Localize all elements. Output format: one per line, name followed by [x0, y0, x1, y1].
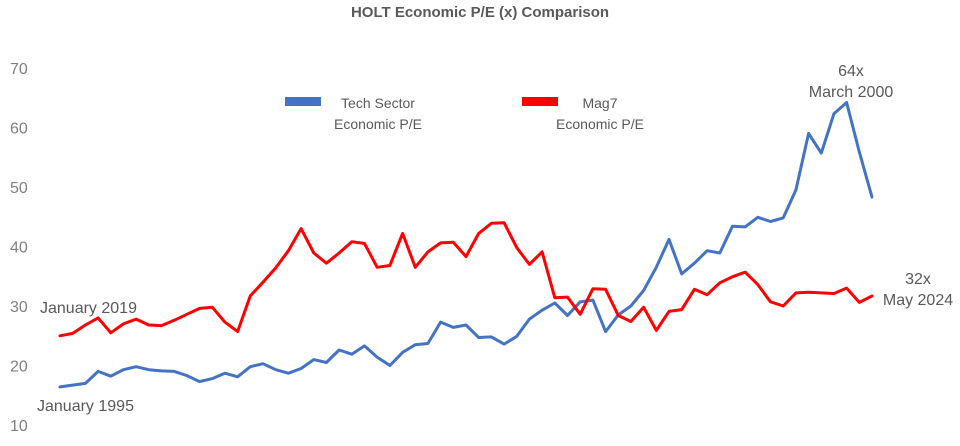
end-annotation: May 2024	[883, 292, 953, 309]
end-annotation: March 2000	[809, 84, 894, 101]
legend-label: Economic P/E	[334, 116, 422, 132]
start-date-label: January 2019	[40, 300, 137, 317]
series-line-tech-sector	[58, 101, 874, 389]
legend-label: Economic P/E	[556, 116, 644, 132]
y-axis: 10 20 30 40 50 60 70	[10, 61, 28, 435]
y-tick-label: 50	[10, 180, 28, 197]
legend: Tech Sector Economic P/E Mag7 Economic P/E	[285, 95, 644, 132]
start-date-label: January 1995	[37, 398, 134, 415]
series-lines	[58, 101, 874, 389]
legend-label: Tech Sector	[341, 95, 415, 111]
end-annotation: 64x	[838, 63, 864, 80]
series-line-mag7	[58, 221, 874, 338]
legend-label: Mag7	[582, 95, 617, 111]
y-tick-label: 30	[10, 299, 28, 316]
y-tick-label: 40	[10, 240, 28, 257]
y-tick-label: 70	[10, 61, 28, 78]
y-tick-label: 20	[10, 359, 28, 376]
legend-swatch	[285, 97, 321, 106]
y-tick-label: 10	[10, 418, 28, 435]
end-annotation: 32x	[905, 271, 931, 288]
chart-title: HOLT Economic P/E (x) Comparison	[350, 4, 610, 21]
y-tick-label: 60	[10, 121, 28, 138]
annotations: January 1995 64x March 2000 January 2019 32x…	[37, 63, 953, 415]
legend-swatch	[522, 97, 558, 106]
